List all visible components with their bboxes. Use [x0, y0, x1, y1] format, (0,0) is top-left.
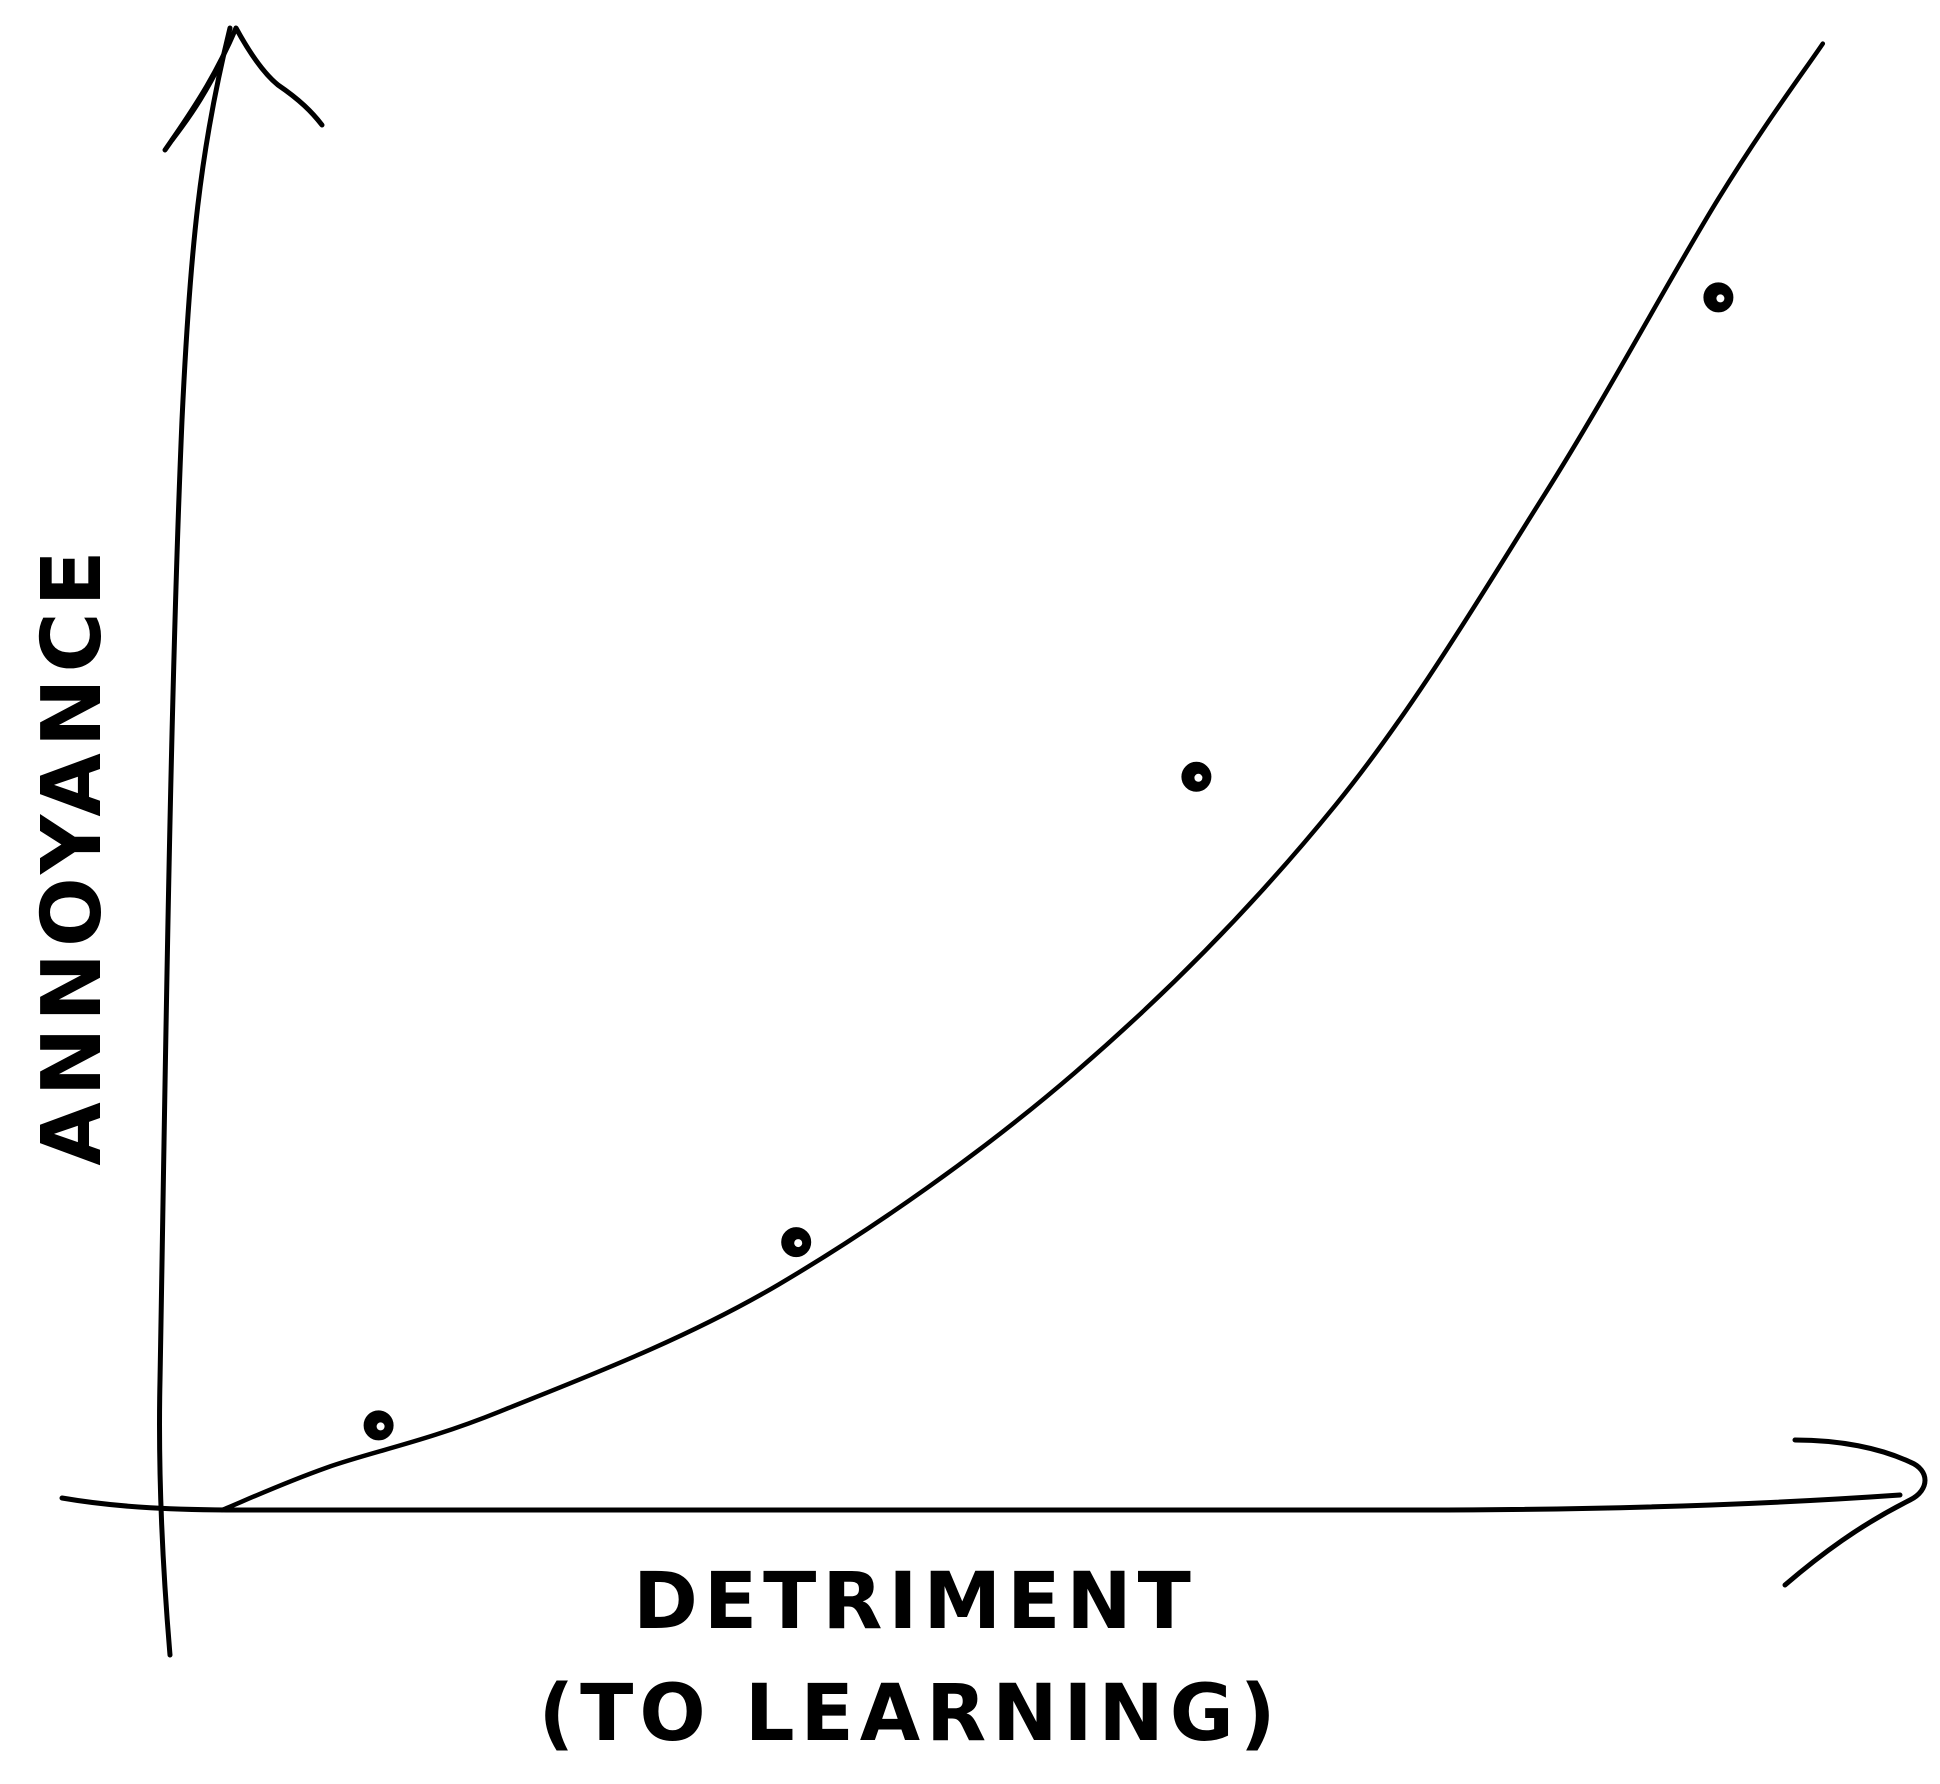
- y-axis-label: ANNOYANCE: [25, 544, 120, 1165]
- data-point: [1181, 761, 1212, 792]
- x-axis-line: [59, 1492, 1903, 1513]
- y-axis-arrowhead: [162, 25, 325, 153]
- axes: [59, 25, 1928, 1658]
- x-axis-label: DETRIMENT: [633, 1557, 1197, 1647]
- data-point-hole: [376, 1422, 385, 1431]
- x-axis-arrowhead: [1782, 1437, 1928, 1588]
- data-point: [1703, 282, 1734, 313]
- data-point-hole: [794, 1239, 803, 1248]
- data-point-hole: [1716, 294, 1725, 303]
- y-axis-line: [156, 25, 233, 1658]
- data-point: [781, 1227, 812, 1258]
- y-axis-arrowhead-extra-stroke: [169, 57, 225, 143]
- data-point-hole: [1194, 773, 1203, 782]
- trend-curve-group: [219, 41, 1826, 1513]
- x-axis-label-subtitle: (TO LEARNING): [539, 1669, 1282, 1759]
- trend-curve: [219, 41, 1826, 1513]
- data-points-group: [363, 282, 1734, 1441]
- data-point: [363, 1410, 394, 1441]
